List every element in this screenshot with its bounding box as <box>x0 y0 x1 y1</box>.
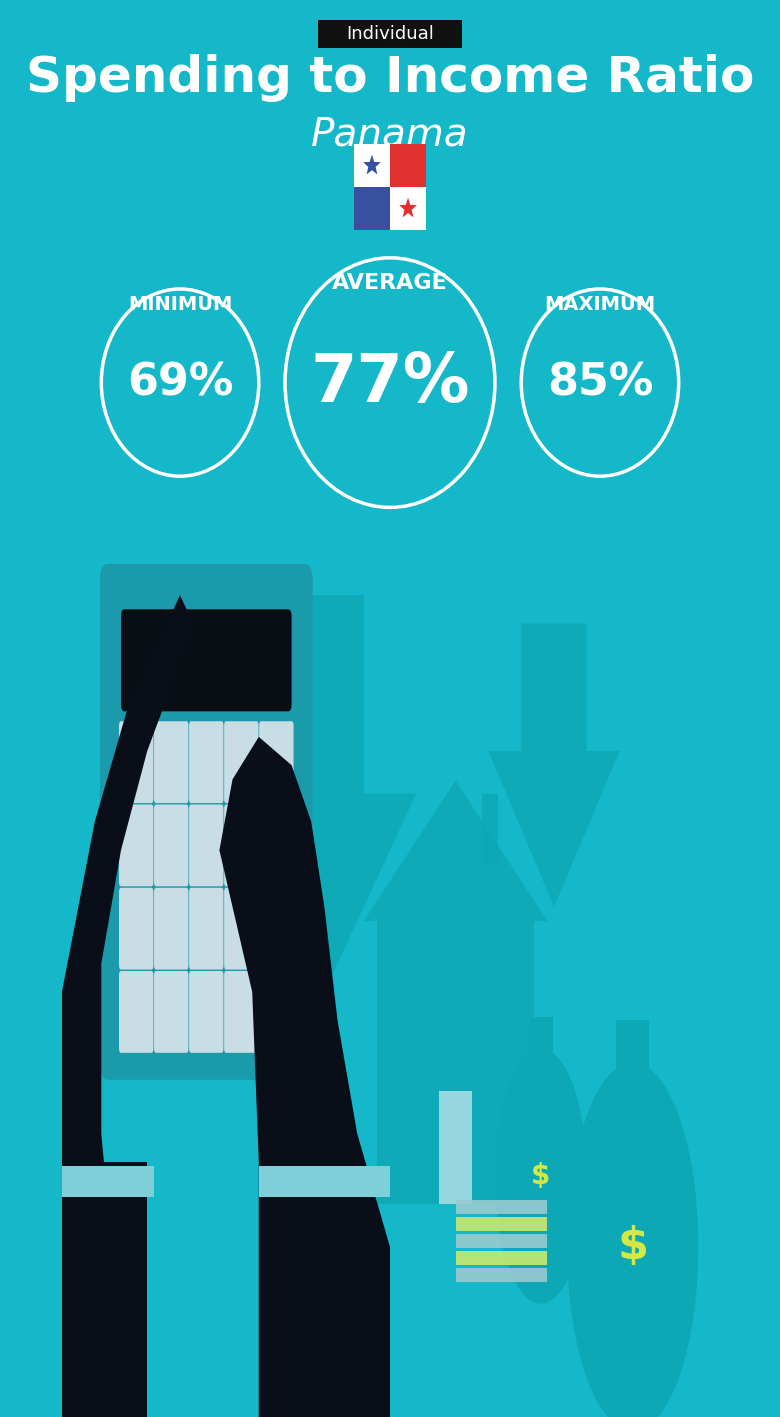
Bar <box>456 1251 548 1265</box>
Polygon shape <box>219 737 390 1417</box>
Text: 85%: 85% <box>547 361 653 404</box>
Polygon shape <box>399 197 417 217</box>
Polygon shape <box>363 781 548 921</box>
Bar <box>482 794 498 864</box>
Bar <box>439 1091 472 1204</box>
Text: $: $ <box>617 1226 648 1268</box>
Text: Individual: Individual <box>346 26 434 43</box>
FancyBboxPatch shape <box>224 887 258 969</box>
Polygon shape <box>206 595 417 1020</box>
Bar <box>390 145 426 187</box>
Text: Panama: Panama <box>311 116 469 153</box>
Text: MAXIMUM: MAXIMUM <box>544 295 655 315</box>
Text: AVERAGE: AVERAGE <box>332 273 448 293</box>
Polygon shape <box>363 154 381 174</box>
FancyBboxPatch shape <box>154 887 189 969</box>
FancyBboxPatch shape <box>62 1166 154 1197</box>
Bar <box>456 1234 548 1248</box>
FancyBboxPatch shape <box>224 721 258 803</box>
FancyBboxPatch shape <box>189 971 224 1053</box>
Text: MINIMUM: MINIMUM <box>128 295 232 315</box>
Bar <box>390 187 426 230</box>
FancyBboxPatch shape <box>154 721 189 803</box>
FancyBboxPatch shape <box>100 564 313 1080</box>
FancyBboxPatch shape <box>189 721 224 803</box>
FancyBboxPatch shape <box>119 805 154 887</box>
Bar <box>354 145 390 187</box>
Text: $: $ <box>531 1162 551 1190</box>
Bar <box>62 1162 147 1417</box>
FancyBboxPatch shape <box>317 20 463 48</box>
FancyBboxPatch shape <box>259 1166 390 1197</box>
Bar <box>456 1268 548 1282</box>
FancyBboxPatch shape <box>259 721 293 803</box>
FancyBboxPatch shape <box>119 971 154 1053</box>
FancyBboxPatch shape <box>121 609 292 711</box>
Bar <box>456 1200 548 1214</box>
FancyBboxPatch shape <box>119 721 154 803</box>
Bar <box>354 187 390 230</box>
Bar <box>529 1017 553 1060</box>
FancyBboxPatch shape <box>154 805 189 887</box>
Text: 69%: 69% <box>127 361 233 404</box>
FancyBboxPatch shape <box>259 805 293 887</box>
FancyBboxPatch shape <box>259 971 293 1053</box>
Ellipse shape <box>495 1049 587 1304</box>
Bar <box>377 921 534 1204</box>
Ellipse shape <box>567 1063 698 1417</box>
FancyBboxPatch shape <box>224 971 258 1053</box>
FancyBboxPatch shape <box>119 887 154 969</box>
Polygon shape <box>488 623 619 907</box>
Polygon shape <box>62 595 193 1417</box>
FancyBboxPatch shape <box>189 887 224 969</box>
FancyBboxPatch shape <box>189 805 224 887</box>
Text: 77%: 77% <box>310 350 470 415</box>
Bar <box>456 1217 548 1231</box>
FancyBboxPatch shape <box>259 887 293 969</box>
Bar <box>616 1020 649 1077</box>
Text: Spending to Income Ratio: Spending to Income Ratio <box>26 54 754 102</box>
FancyBboxPatch shape <box>154 971 189 1053</box>
FancyBboxPatch shape <box>224 805 258 887</box>
